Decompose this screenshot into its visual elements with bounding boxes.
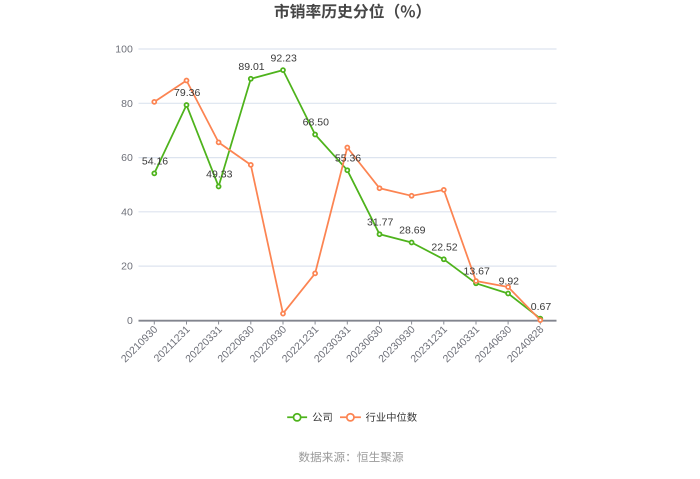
svg-text:13.67: 13.67 [464,266,490,278]
svg-text:89.01: 89.01 [238,61,264,73]
svg-text:55.36: 55.36 [335,152,361,164]
svg-text:68.50: 68.50 [303,117,329,129]
svg-text:20: 20 [121,261,133,273]
svg-text:31.77: 31.77 [367,216,393,228]
svg-text:100: 100 [115,44,133,56]
svg-text:79.36: 79.36 [174,87,200,99]
svg-text:60: 60 [121,152,133,164]
svg-text:92.23: 92.23 [271,52,297,64]
svg-text:49.33: 49.33 [206,169,232,181]
svg-text:28.69: 28.69 [399,225,425,237]
svg-text:54.16: 54.16 [142,156,168,168]
svg-text:0.67: 0.67 [531,301,552,313]
svg-text:0: 0 [127,315,133,327]
svg-text:22.52: 22.52 [431,242,457,254]
svg-text:80: 80 [121,98,133,110]
svg-text:40: 40 [121,206,133,218]
svg-text:9.92: 9.92 [499,276,520,288]
